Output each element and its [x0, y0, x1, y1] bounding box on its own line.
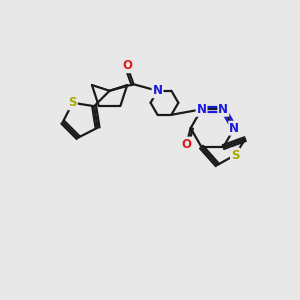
Text: N: N	[152, 84, 163, 97]
Text: O: O	[182, 138, 192, 151]
Text: N: N	[196, 103, 206, 116]
Text: S: S	[231, 148, 239, 161]
Text: N: N	[229, 122, 239, 135]
Text: N: N	[218, 103, 228, 116]
Text: O: O	[122, 59, 132, 72]
Text: S: S	[68, 96, 77, 109]
